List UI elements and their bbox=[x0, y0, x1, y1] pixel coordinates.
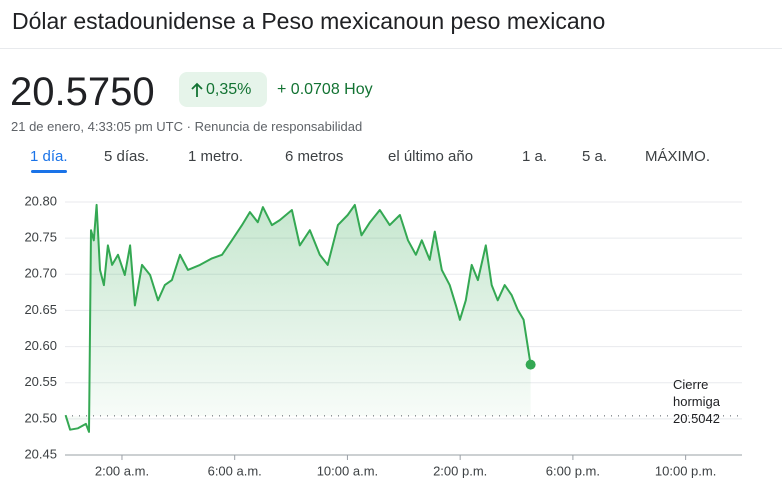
price-line bbox=[64, 203, 532, 433]
tab[interactable]: 6 metros bbox=[285, 148, 344, 165]
timestamp-line: 21 de enero, 4:33:05 pm UTC · Renuncia d… bbox=[11, 119, 363, 134]
title: Dólar estadounidense a Peso mexicanoun p… bbox=[12, 8, 606, 34]
y-tick-label: 20.45 bbox=[24, 446, 57, 461]
tab[interactable]: MÁXIMO. bbox=[645, 148, 711, 165]
x-tick-label: 6:00 a.m. bbox=[208, 463, 262, 478]
previous-close-annotation: Cierre hormiga 20.5042 bbox=[673, 376, 743, 427]
change-percent: 0,35% bbox=[206, 81, 252, 98]
tab-underline bbox=[31, 170, 67, 173]
y-tick-label: 20.65 bbox=[24, 302, 57, 317]
last-point bbox=[525, 359, 536, 370]
previous-close-label: Cierre hormiga bbox=[673, 376, 720, 409]
y-tick-label: 20.50 bbox=[24, 410, 57, 425]
y-tick-label: 20.55 bbox=[24, 374, 57, 389]
previous-close-value: 20.5042 bbox=[673, 410, 720, 426]
y-tick-label: 20.80 bbox=[24, 193, 57, 208]
tab[interactable]: 1 a. bbox=[522, 148, 548, 165]
x-tick-label: 6:00 p.m. bbox=[546, 463, 600, 478]
y-tick-label: 20.70 bbox=[24, 266, 57, 281]
x-tick-label: 2:00 p.m. bbox=[433, 463, 487, 478]
price: 20.5750 bbox=[10, 70, 155, 114]
tab[interactable]: 5 a. bbox=[582, 148, 608, 165]
x-tick-label: 2:00 a.m. bbox=[95, 463, 149, 478]
x-tick-label: 10:00 p.m. bbox=[655, 463, 716, 478]
chart: 20.45 20.50 20.55 20.60 20.65 20.70 20.75 20.80… bbox=[24, 193, 742, 478]
tab[interactable]: el último año bbox=[388, 148, 474, 165]
up-arrow bbox=[191, 82, 203, 97]
x-tick-label: 10:00 a.m. bbox=[317, 463, 378, 478]
area bbox=[65, 204, 531, 432]
tab[interactable]: 1 metro. bbox=[188, 148, 244, 165]
divider bbox=[0, 48, 782, 49]
change: + 0.0708 Hoy bbox=[277, 81, 373, 98]
change-badge: 0,35% bbox=[179, 72, 267, 107]
tab[interactable]: 1 día. bbox=[30, 148, 68, 165]
timestamp: 21 de enero, 4:33:05 pm UTC bbox=[11, 119, 183, 134]
tab[interactable]: 5 días. bbox=[104, 148, 150, 165]
y-tick-label: 20.60 bbox=[24, 338, 57, 353]
disclaimer[interactable]: Renuncia de responsabilidad bbox=[194, 119, 363, 134]
y-tick-label: 20.75 bbox=[24, 230, 57, 245]
